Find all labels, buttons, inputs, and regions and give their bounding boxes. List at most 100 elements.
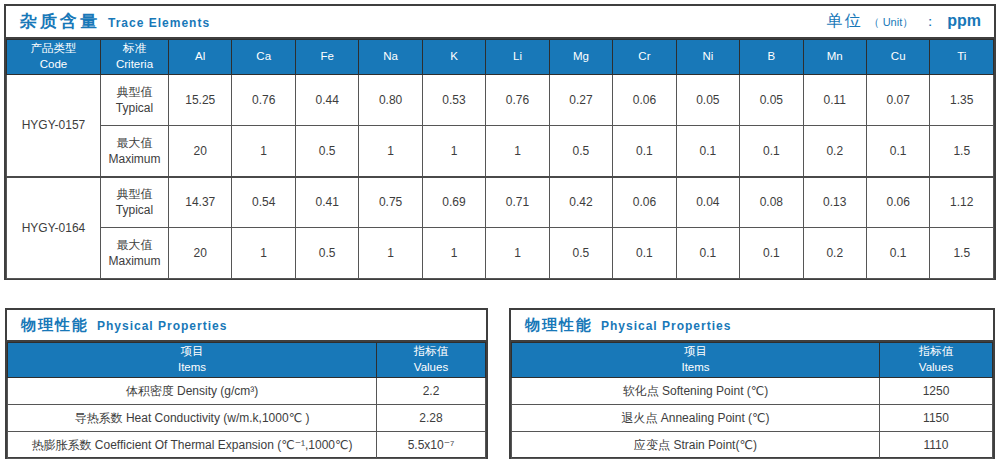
col-header-element: Mn bbox=[803, 40, 866, 75]
trace-value-cell: 0.1 bbox=[613, 228, 676, 279]
table-row: 软化点 Softening Point (℃) 1250 bbox=[512, 378, 993, 405]
trace-value-cell: 0.76 bbox=[486, 75, 549, 126]
col-header-element: Al bbox=[169, 40, 232, 75]
col-header-element: Cu bbox=[866, 40, 929, 75]
trace-value-cell: 14.37 bbox=[169, 177, 232, 228]
col-header-element: K bbox=[422, 40, 485, 75]
property-value-cell: 5.5x10⁻⁷ bbox=[377, 432, 486, 459]
col-header-element: Li bbox=[486, 40, 549, 75]
trace-value-cell: 0.05 bbox=[740, 75, 803, 126]
criteria-label-en: Typical bbox=[101, 100, 168, 116]
unit-value: ppm bbox=[947, 12, 981, 30]
trace-value-cell: 0.76 bbox=[232, 75, 295, 126]
property-item-cell: 退火点 Annealing Point (℃) bbox=[512, 405, 880, 432]
criteria-typical-cell: 典型值 Typical bbox=[101, 75, 169, 126]
trace-value-cell: 0.06 bbox=[866, 177, 929, 228]
trace-header-row: 产品类型 Code 标准 Criteria Al Ca Fe Na K Li M… bbox=[7, 40, 994, 75]
trace-elements-title: 杂质含量 Trace Elements bbox=[20, 10, 210, 33]
physical-right-table: 项目 Items 指标值 Values 软化点 Softening Point … bbox=[511, 342, 993, 459]
product-group-hygy-0164: HYGY-0164 典型值 Typical 14.37 0.54 0.41 0.… bbox=[7, 177, 994, 279]
physical-right-title-band: 物理性能 Physical Properties bbox=[511, 310, 993, 342]
trace-value-cell: 1 bbox=[359, 228, 422, 279]
physical-right-title-en: Physical Properties bbox=[601, 319, 731, 333]
col-header-element: Ca bbox=[232, 40, 295, 75]
unit-colon: ： bbox=[923, 13, 937, 31]
trace-value-cell: 0.1 bbox=[676, 126, 739, 177]
unit-label-zh: 单位 bbox=[827, 11, 863, 32]
criteria-maximum-cell: 最大值 Maximum bbox=[101, 228, 169, 279]
trace-value-cell: 0.06 bbox=[613, 75, 676, 126]
trace-value-cell: 0.75 bbox=[359, 177, 422, 228]
criteria-label-en: Maximum bbox=[101, 151, 168, 167]
property-value-cell: 1250 bbox=[880, 378, 993, 405]
trace-value-cell: 20 bbox=[169, 126, 232, 177]
col-header-element: Ti bbox=[930, 40, 994, 75]
trace-value-cell: 1.5 bbox=[930, 228, 994, 279]
trace-elements-table: 产品类型 Code 标准 Criteria Al Ca Fe Na K Li M… bbox=[6, 39, 994, 279]
criteria-label-zh: 最大值 bbox=[101, 135, 168, 151]
trace-value-cell: 0.2 bbox=[803, 228, 866, 279]
table-row-maximum: 最大值 Maximum 20 1 0.5 1 1 1 0.5 0.1 0.1 0… bbox=[7, 228, 994, 279]
physical-properties-right-section: 物理性能 Physical Properties 项目 Items 指标值 Val… bbox=[509, 308, 995, 459]
col-header-values: 指标值 Values bbox=[880, 343, 993, 378]
col-header-values-zh: 指标值 bbox=[377, 344, 485, 360]
trace-title-zh: 杂质含量 bbox=[20, 12, 100, 31]
trace-value-cell: 0.69 bbox=[422, 177, 485, 228]
product-code-cell: HYGY-0164 bbox=[7, 177, 101, 279]
trace-value-cell: 0.5 bbox=[549, 228, 612, 279]
col-header-product-zh: 产品类型 bbox=[7, 41, 100, 57]
property-item-cell: 导热系数 Heat Conductivity (w/m.k,1000℃ ) bbox=[8, 405, 377, 432]
table-row: 体积密度 Density (g/cm³) 2.2 bbox=[8, 378, 486, 405]
trace-title-en: Trace Elements bbox=[108, 16, 210, 30]
table-row: 退火点 Annealing Point (℃) 1150 bbox=[512, 405, 993, 432]
col-header-items: 项目 Items bbox=[8, 343, 377, 378]
physical-properties-left-section: 物理性能Physical Properties 项目 Items 指标值 Val… bbox=[5, 308, 488, 459]
property-value-cell: 1110 bbox=[880, 432, 993, 459]
trace-elements-section: 杂质含量Trace Elements 单位 （ Unit） ： ppm 产品类型… bbox=[4, 4, 996, 280]
trace-value-cell: 15.25 bbox=[169, 75, 232, 126]
trace-value-cell: 1 bbox=[232, 228, 295, 279]
criteria-maximum-cell: 最大值 Maximum bbox=[101, 126, 169, 177]
physical-left-title-en: Physical Properties bbox=[97, 319, 227, 333]
trace-value-cell: 1 bbox=[422, 126, 485, 177]
props-header-row: 项目 Items 指标值 Values bbox=[8, 343, 486, 378]
trace-value-cell: 0.5 bbox=[295, 126, 358, 177]
props-header-row: 项目 Items 指标值 Values bbox=[512, 343, 993, 378]
trace-value-cell: 1 bbox=[422, 228, 485, 279]
trace-value-cell: 0.1 bbox=[740, 228, 803, 279]
table-row-typical: HYGY-0164 典型值 Typical 14.37 0.54 0.41 0.… bbox=[7, 177, 994, 228]
col-header-element: B bbox=[740, 40, 803, 75]
property-item-cell: 热膨胀系数 Coefficient Of Thermal Expansion (… bbox=[8, 432, 377, 459]
trace-value-cell: 0.06 bbox=[613, 177, 676, 228]
col-header-items-zh: 项目 bbox=[8, 344, 376, 360]
trace-value-cell: 0.05 bbox=[676, 75, 739, 126]
criteria-label-zh: 典型值 bbox=[101, 186, 168, 202]
col-header-values-zh: 指标值 bbox=[880, 344, 992, 360]
trace-value-cell: 0.04 bbox=[676, 177, 739, 228]
trace-value-cell: 0.1 bbox=[866, 126, 929, 177]
trace-value-cell: 0.53 bbox=[422, 75, 485, 126]
trace-value-cell: 0.5 bbox=[549, 126, 612, 177]
physical-left-table: 项目 Items 指标值 Values 体积密度 Density (g/cm³)… bbox=[7, 342, 486, 459]
col-header-product-en: Code bbox=[7, 57, 100, 73]
criteria-label-zh: 典型值 bbox=[101, 84, 168, 100]
property-item-cell: 软化点 Softening Point (℃) bbox=[512, 378, 880, 405]
trace-value-cell: 1.12 bbox=[930, 177, 994, 228]
col-header-items: 项目 Items bbox=[512, 343, 880, 378]
trace-value-cell: 0.44 bbox=[295, 75, 358, 126]
property-value-cell: 2.28 bbox=[377, 405, 486, 432]
col-header-criteria-en: Criteria bbox=[101, 57, 168, 73]
physical-left-title-band: 物理性能Physical Properties bbox=[7, 310, 486, 342]
spec-sheet-page: 杂质含量Trace Elements 单位 （ Unit） ： ppm 产品类型… bbox=[0, 0, 1000, 461]
table-row: 导热系数 Heat Conductivity (w/m.k,1000℃ ) 2.… bbox=[8, 405, 486, 432]
trace-value-cell: 1 bbox=[486, 126, 549, 177]
criteria-label-en: Typical bbox=[101, 202, 168, 218]
trace-elements-title-band: 杂质含量Trace Elements 单位 （ Unit） ： ppm bbox=[6, 6, 994, 39]
trace-value-cell: 1 bbox=[359, 126, 422, 177]
trace-value-cell: 1.35 bbox=[930, 75, 994, 126]
trace-value-cell: 1.5 bbox=[930, 126, 994, 177]
physical-right-title-zh: 物理性能 bbox=[525, 316, 593, 333]
criteria-label-zh: 最大值 bbox=[101, 237, 168, 253]
col-header-values-en: Values bbox=[377, 360, 485, 376]
trace-value-cell: 0.07 bbox=[866, 75, 929, 126]
